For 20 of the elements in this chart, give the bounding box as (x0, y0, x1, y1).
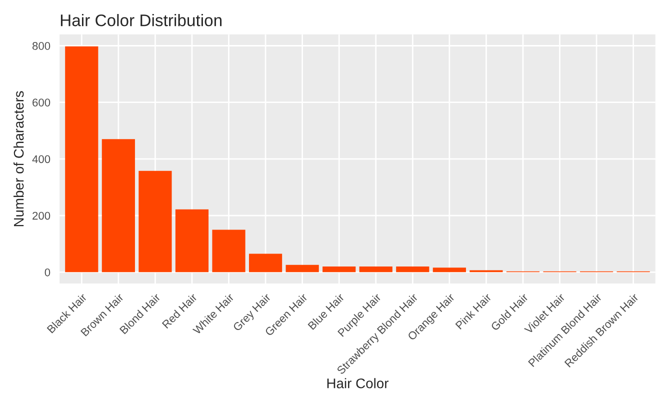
bar (359, 266, 392, 272)
y-tick-label: 0 (44, 268, 50, 276)
bar (138, 170, 172, 272)
chart-title: Hair Color Distribution (60, 14, 222, 26)
y-tick-label: 600 (32, 98, 50, 106)
y-axis-title: Number of Characters (14, 91, 24, 226)
bar (175, 209, 209, 272)
x-axis-title: Hair Color (327, 378, 389, 388)
bar (396, 266, 430, 272)
y-tick-label: 200 (32, 212, 50, 220)
y-tick-label: 400 (32, 155, 50, 164)
bar (248, 254, 282, 272)
bar (432, 268, 466, 272)
bar (65, 46, 98, 272)
bar (102, 139, 135, 272)
bar (212, 230, 246, 272)
x-tick-label: Pink Hair (454, 292, 492, 330)
bar (286, 264, 319, 272)
y-tick-label: 800 (32, 42, 50, 50)
bar (322, 266, 356, 272)
